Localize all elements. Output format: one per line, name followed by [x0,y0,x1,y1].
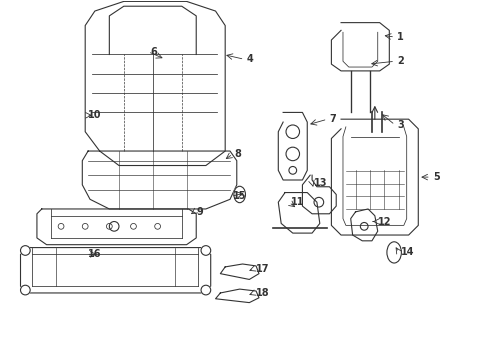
Circle shape [201,246,210,255]
Text: 14: 14 [400,247,413,257]
Text: 15: 15 [232,192,246,201]
Text: 6: 6 [150,46,156,57]
Text: 17: 17 [256,264,269,274]
Text: 16: 16 [88,249,102,259]
Circle shape [201,285,210,295]
Polygon shape [331,23,388,71]
Polygon shape [302,175,336,214]
Polygon shape [85,1,225,166]
Text: 1: 1 [396,32,403,42]
Circle shape [20,285,30,295]
Text: 8: 8 [234,149,241,159]
Text: 11: 11 [290,197,304,207]
Circle shape [20,246,30,255]
Text: 18: 18 [256,288,269,298]
Text: 9: 9 [196,207,203,217]
Polygon shape [331,119,417,235]
Polygon shape [350,209,377,241]
Text: 2: 2 [396,56,403,66]
Polygon shape [37,209,196,245]
Text: 3: 3 [396,120,403,130]
Text: 10: 10 [88,110,102,120]
Text: 13: 13 [313,178,327,188]
Text: 7: 7 [329,114,336,124]
Polygon shape [278,112,306,180]
Ellipse shape [233,186,245,203]
Polygon shape [82,151,236,209]
Polygon shape [215,289,259,303]
Polygon shape [278,193,319,233]
Text: 5: 5 [432,172,439,182]
Polygon shape [220,264,259,279]
Text: 4: 4 [246,54,253,64]
Text: 12: 12 [377,216,390,226]
Polygon shape [20,248,210,293]
